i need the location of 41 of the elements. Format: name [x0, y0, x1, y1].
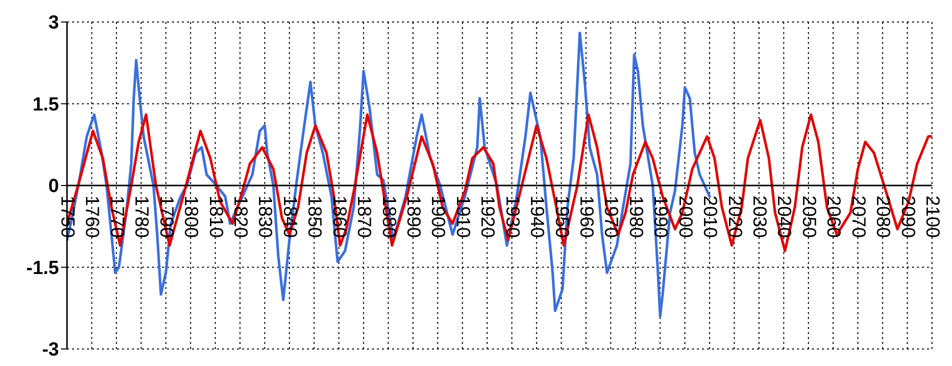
x-tick-label: 1800 — [180, 196, 202, 238]
y-tick-label: -1.5 — [26, 258, 60, 279]
x-tick-label: 1780 — [130, 196, 152, 238]
x-tick-label: 2050 — [798, 196, 819, 238]
y-tick-label: 3 — [48, 12, 59, 34]
x-tick-label: 2000 — [674, 196, 696, 238]
y-tick-label: 0 — [48, 176, 59, 198]
x-tick-label: 1910 — [452, 196, 473, 238]
x-tick-label: 1980 — [624, 196, 646, 238]
x-tick-label: 1810 — [204, 196, 226, 238]
x-tick-label: 1960 — [576, 196, 596, 238]
x-tick-label: 2030 — [748, 196, 770, 238]
x-tick-label: 1830 — [254, 196, 276, 238]
x-tick-label: 2010 — [699, 196, 720, 238]
x-tick-label: 2070 — [847, 196, 868, 238]
x-tick-label: 1750 — [56, 196, 78, 238]
x-tick-label: 1880 — [378, 196, 399, 238]
x-tick-label: 2020 — [724, 196, 745, 238]
x-tick-label: 1930 — [501, 196, 522, 238]
x-tick-label: 1840 — [278, 196, 300, 238]
y-tick-label: -3 — [42, 340, 59, 361]
x-tick-label: 2080 — [872, 196, 894, 238]
x-tick-label: 1820 — [230, 196, 250, 238]
x-tick-label: 2100 — [922, 196, 942, 238]
x-tick-label: 1760 — [81, 196, 102, 238]
x-tick-label: 1850 — [304, 196, 325, 238]
y-tick-label: 1.5 — [32, 94, 60, 116]
x-tick-label: 1920 — [476, 196, 498, 238]
x-tick-label: 1770 — [106, 196, 127, 238]
x-tick-label: 1970 — [600, 196, 622, 238]
x-tick-label: 2090 — [896, 196, 918, 238]
x-tick-label: 1870 — [353, 196, 374, 238]
x-tick-label: 1860 — [328, 196, 350, 238]
x-tick-label: 1990 — [650, 196, 671, 238]
x-tick-label: 1950 — [550, 196, 572, 238]
x-tick-label: 1940 — [526, 196, 548, 238]
x-tick-label: 1890 — [402, 196, 424, 238]
x-tick-label: 2040 — [773, 196, 794, 238]
x-tick-label: 1790 — [155, 196, 176, 238]
x-tick-label: 1900 — [427, 196, 448, 238]
x-tick-label: 2060 — [822, 196, 844, 238]
